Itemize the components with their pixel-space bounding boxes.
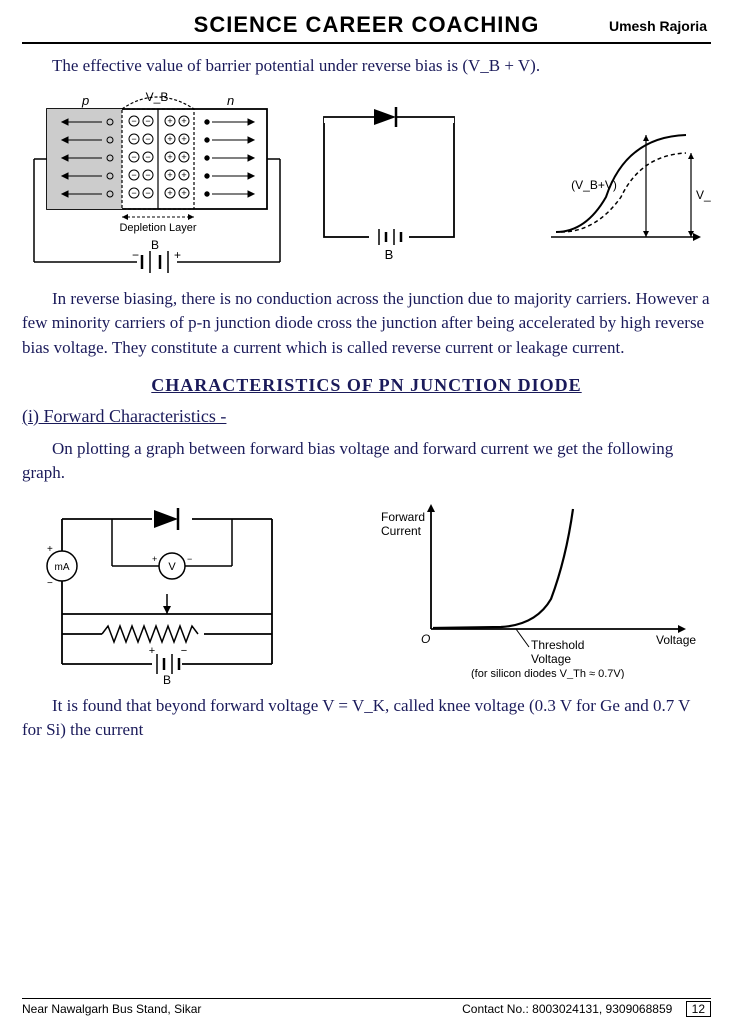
silicon-note: (for silicon diodes V_Th ≈ 0.7V) (471, 668, 624, 679)
svg-text:−: − (131, 152, 136, 162)
svg-text:+: + (152, 554, 157, 564)
footer-left: Near Nawalgarh Bus Stand, Sikar (22, 1002, 201, 1016)
section-heading: CHARACTERISTICS OF PN JUNCTION DIODE (22, 375, 711, 396)
svg-text:−: − (145, 188, 150, 198)
svg-text:−: − (145, 134, 150, 144)
x-axis-label: Voltage (656, 633, 696, 647)
svg-text:−: − (131, 170, 136, 180)
p-label: p (81, 93, 89, 108)
svg-text:+: + (181, 116, 186, 126)
svg-text:−: − (131, 134, 136, 144)
footer: Near Nawalgarh Bus Stand, Sikar Contact … (22, 998, 711, 1016)
battery-plus-2: + (149, 645, 155, 657)
battery-b: B (151, 238, 159, 252)
svg-text:+: + (167, 134, 172, 144)
paragraph-4: It is found that beyond forward voltage … (22, 694, 711, 743)
svg-text:+: + (181, 134, 186, 144)
svg-text:−: − (145, 116, 150, 126)
voltmeter-label: V (168, 561, 176, 573)
battery-plus: + (174, 248, 181, 262)
barrier-graph: V_B (V_B+V) (486, 107, 711, 257)
origin-label: O (421, 632, 430, 646)
reverse-circuit-diagram: B (304, 97, 474, 267)
depletion-diagram: V_B p n −−++ −−++ −−++ −−++ (22, 87, 292, 277)
sub-heading: (i) Forward Characteristics - (22, 406, 711, 427)
battery-minus: − (132, 248, 139, 262)
forward-circuit-diagram: mA + − V + − + − B (22, 494, 312, 684)
graph-vb: V_B (696, 188, 711, 202)
y-axis-label-2: Current (381, 524, 422, 538)
svg-text:−: − (131, 116, 136, 126)
battery-minus-2: − (181, 645, 187, 657)
header-rule (22, 42, 711, 44)
header-title: SCIENCE CAREER COACHING (22, 12, 711, 38)
battery-b-2: B (163, 673, 171, 684)
svg-text:+: + (167, 188, 172, 198)
threshold-1: Threshold (531, 638, 584, 652)
threshold-2: Voltage (531, 652, 571, 666)
forward-graph: Forward Current Voltage O Threshold Volt… (341, 499, 711, 679)
svg-text:+: + (167, 170, 172, 180)
figure-row-2: mA + − V + − + − B Forwa (22, 494, 711, 684)
y-axis-label-1: Forward (381, 510, 425, 524)
page-number: 12 (686, 1001, 711, 1017)
svg-text:+: + (181, 170, 186, 180)
circuit-battery-b: B (385, 247, 394, 262)
svg-text:−: − (187, 554, 192, 564)
svg-text:−: − (47, 578, 53, 589)
svg-text:+: + (181, 188, 186, 198)
svg-text:+: + (181, 152, 186, 162)
svg-text:−: − (145, 152, 150, 162)
figure-row-1: V_B p n −−++ −−++ −−++ −−++ (22, 87, 711, 277)
footer-right: Contact No.: 8003024131, 9309068859 (462, 1002, 672, 1016)
ammeter-label: mA (55, 562, 70, 573)
paragraph-3: On plotting a graph between forward bias… (22, 437, 711, 486)
graph-vbv: (V_B+V) (571, 178, 617, 192)
paragraph-2: In reverse biasing, there is no conducti… (22, 287, 711, 361)
header-author: Umesh Rajoria (609, 18, 707, 34)
n-label: n (227, 93, 234, 108)
svg-text:−: − (145, 170, 150, 180)
paragraph-1: The effective value of barrier potential… (22, 54, 711, 79)
svg-text:−: − (131, 188, 136, 198)
svg-text:+: + (167, 116, 172, 126)
svg-text:+: + (167, 152, 172, 162)
depletion-caption: Depletion Layer (119, 222, 196, 234)
svg-text:+: + (47, 544, 53, 555)
